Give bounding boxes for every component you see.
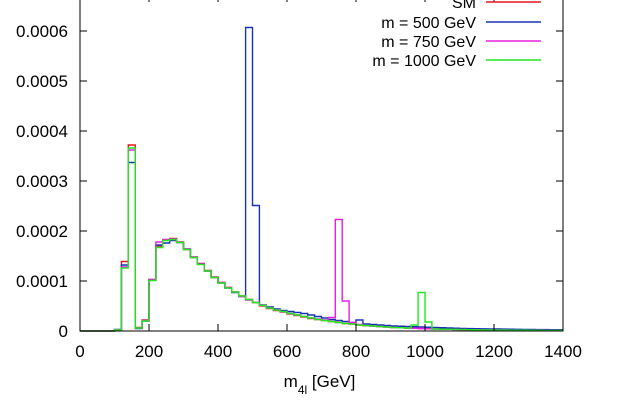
x-axis-label-subscript: 4l — [298, 383, 307, 397]
x-tick-label: 200 — [135, 342, 163, 361]
legend-label-0: SM — [452, 0, 476, 12]
y-tick-label: 0.0001 — [16, 272, 68, 291]
y-tick-label: 0 — [59, 322, 68, 341]
series-line-0 — [80, 144, 563, 332]
legend-label-3: m = 1000 GeV — [372, 53, 476, 70]
series-line-1 — [80, 26, 563, 332]
x-tick-label: 400 — [204, 342, 232, 361]
plot-area — [79, 0, 564, 332]
plot-frame — [79, 0, 564, 332]
x-tick-label: 1400 — [544, 342, 582, 361]
y-tick-label: 0.0005 — [16, 72, 68, 91]
y-tick-label: 0.0003 — [16, 172, 68, 191]
y-axis: 0 0.0001 0.0002 0.0003 0.0004 0.0005 0.0006 — [16, 22, 563, 341]
legend: SM m = 500 GeV m = 750 GeV m = 1000 GeV — [372, 0, 541, 70]
series-line-3 — [80, 147, 563, 332]
x-axis-label-unit: [GeV] — [307, 372, 355, 391]
x-axis-label-main: m — [284, 372, 298, 391]
x-tick-label: 600 — [273, 342, 301, 361]
legend-label-2: m = 750 GeV — [381, 34, 476, 51]
x-tick-label: 1200 — [475, 342, 513, 361]
y-tick-label: 0.0002 — [16, 222, 68, 241]
x-axis-label: m4l [GeV] — [284, 372, 356, 397]
x-axis: 0 200 400 600 800 1000 1200 1400 — [75, 0, 582, 361]
x-tick-label: 800 — [342, 342, 370, 361]
series-line-2 — [80, 149, 563, 332]
y-tick-label: 0.0006 — [16, 22, 68, 41]
x-tick-label: 0 — [75, 342, 84, 361]
series-layer — [80, 26, 563, 332]
x-tick-label: 1000 — [406, 342, 444, 361]
legend-label-1: m = 500 GeV — [381, 15, 476, 32]
y-tick-label: 0.0004 — [16, 122, 68, 141]
